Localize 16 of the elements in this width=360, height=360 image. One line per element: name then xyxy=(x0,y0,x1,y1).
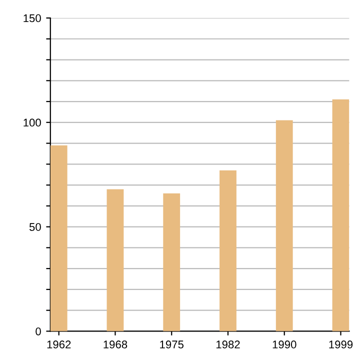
bar xyxy=(220,170,236,332)
bar xyxy=(332,99,350,332)
y-tick-label: 100 xyxy=(24,118,41,127)
x-tick-label: 1962 xyxy=(47,340,71,348)
y-tick-label: 50 xyxy=(29,223,41,231)
x-tick-label: 1975 xyxy=(160,340,184,348)
bar xyxy=(50,145,68,332)
x-tick-label: 1968 xyxy=(104,340,128,348)
x-tick-label: 1982 xyxy=(216,340,240,348)
bar xyxy=(276,120,293,332)
x-tick-label: 1990 xyxy=(272,340,296,348)
y-tick-label: 0 xyxy=(36,327,41,336)
y-tick-label: 150 xyxy=(24,14,41,22)
bar xyxy=(106,189,124,332)
x-tick-label: 1999 xyxy=(329,340,353,348)
bar xyxy=(163,193,180,332)
